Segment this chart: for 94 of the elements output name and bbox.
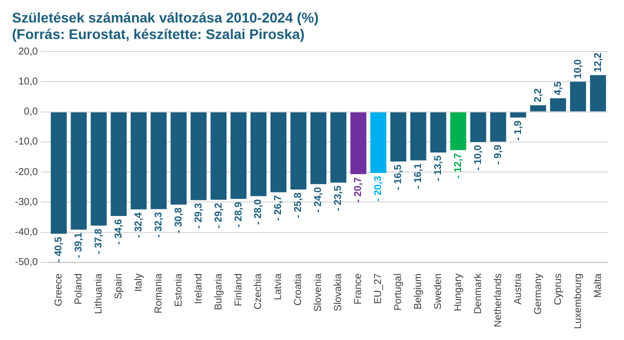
data-label: - 20,7 bbox=[353, 176, 364, 203]
chart-title: Születések számának változása 2010-2024 (%) bbox=[12, 9, 319, 26]
x-tick-label: Bulgaria bbox=[213, 272, 224, 310]
x-tick-label: Denmark bbox=[472, 272, 484, 314]
x-tick-label: Germany bbox=[532, 273, 544, 315]
bar bbox=[230, 112, 247, 199]
bar bbox=[290, 112, 306, 190]
y-tick-label: -40,0 bbox=[14, 227, 38, 238]
x-tick-label: EU_27 bbox=[373, 272, 384, 304]
data-label: - 29,2 bbox=[213, 202, 224, 228]
data-label: 2,2 bbox=[532, 88, 544, 102]
bar bbox=[350, 112, 366, 174]
bar bbox=[70, 112, 87, 230]
bar bbox=[370, 112, 386, 173]
y-tick-label: -50,0 bbox=[14, 257, 38, 268]
x-tick-label: Slovenia bbox=[313, 272, 324, 312]
x-tick-label: Ireland bbox=[193, 273, 204, 304]
x-tick-label: Greece bbox=[54, 272, 65, 306]
x-tick-label: Malta bbox=[592, 272, 604, 298]
bar bbox=[390, 112, 406, 162]
bar bbox=[250, 112, 266, 196]
y-tick-label: -20,0 bbox=[14, 166, 38, 178]
x-tick-label: Sweden bbox=[432, 273, 444, 310]
chart-subtitle: (Forrás: Eurostat, készítette: Szalai Piroska) bbox=[12, 26, 305, 42]
x-tick-label: Cyprus bbox=[552, 273, 564, 306]
bar bbox=[470, 112, 486, 142]
bar bbox=[170, 112, 187, 205]
x-tick-label: Czechia bbox=[253, 272, 264, 310]
bar bbox=[550, 98, 566, 112]
data-label: - 1,9 bbox=[512, 120, 524, 141]
x-tick-label: Spain bbox=[113, 273, 124, 299]
bar bbox=[410, 112, 426, 160]
x-tick-label: Slovakia bbox=[333, 272, 344, 312]
x-tick-label: Lithuania bbox=[93, 272, 104, 314]
y-tick-label: 0,0 bbox=[24, 106, 38, 118]
data-label: - 39,1 bbox=[74, 232, 84, 258]
data-label: 4,5 bbox=[552, 80, 564, 96]
data-label: - 23,5 bbox=[333, 185, 344, 212]
x-tick-label: Croatia bbox=[293, 272, 304, 306]
data-label: - 10,0 bbox=[472, 144, 484, 171]
bar bbox=[110, 112, 127, 216]
data-label: - 12,7 bbox=[452, 152, 464, 179]
data-label: - 13,5 bbox=[432, 155, 444, 182]
x-tick-label: Netherlands bbox=[492, 273, 504, 328]
data-label: - 20,3 bbox=[373, 176, 384, 202]
x-tick-label: Italy bbox=[133, 273, 144, 292]
data-label: - 26,7 bbox=[273, 194, 284, 221]
data-label: - 16,1 bbox=[413, 162, 424, 189]
bar bbox=[530, 105, 546, 112]
bar bbox=[310, 112, 326, 184]
x-tick-label: Luxembourg bbox=[572, 273, 584, 330]
data-label: - 40,5 bbox=[54, 236, 65, 262]
x-tick-label: Finland bbox=[233, 273, 244, 306]
x-tick-label: Poland bbox=[74, 273, 84, 305]
data-label: - 28,0 bbox=[253, 198, 264, 225]
data-label: - 16,5 bbox=[393, 164, 404, 190]
data-label: - 24,0 bbox=[313, 186, 324, 213]
bar bbox=[510, 112, 526, 118]
x-tick-label: Austria bbox=[512, 272, 524, 305]
bar bbox=[270, 112, 286, 192]
data-label: - 32,4 bbox=[133, 212, 144, 238]
bar bbox=[50, 112, 67, 234]
x-tick-label: Hungary bbox=[452, 273, 464, 312]
x-tick-label: Estonia bbox=[173, 272, 184, 307]
bar bbox=[210, 112, 227, 200]
data-label: - 28,9 bbox=[233, 201, 244, 228]
x-tick-label: Latvia bbox=[273, 272, 284, 300]
bar bbox=[90, 112, 107, 226]
bar bbox=[130, 112, 147, 210]
x-tick-label: Belgium bbox=[413, 273, 424, 310]
data-label: - 29,3 bbox=[193, 202, 204, 229]
bar bbox=[150, 112, 167, 210]
x-tick-label: France bbox=[353, 272, 364, 305]
bar bbox=[190, 112, 207, 200]
data-label: - 9,9 bbox=[492, 144, 504, 165]
data-label: - 30,8 bbox=[173, 207, 184, 234]
bar bbox=[330, 112, 346, 183]
y-tick-label: 10,0 bbox=[18, 76, 38, 88]
y-tick-label: 20,0 bbox=[18, 46, 38, 58]
y-tick-label: -10,0 bbox=[14, 136, 38, 148]
bar bbox=[590, 75, 606, 112]
y-tick-label: -30,0 bbox=[14, 196, 38, 208]
bar bbox=[570, 82, 586, 112]
bar bbox=[430, 112, 446, 152]
x-tick-label: Romania bbox=[153, 272, 164, 314]
data-label: - 25,8 bbox=[293, 192, 304, 218]
bar bbox=[450, 112, 466, 150]
data-label: - 37,8 bbox=[93, 228, 104, 254]
data-label: 10,0 bbox=[572, 58, 584, 79]
data-label: - 32,3 bbox=[153, 212, 164, 238]
bar bbox=[490, 112, 506, 142]
data-label: 12,2 bbox=[592, 52, 604, 72]
x-tick-label: Portugal bbox=[393, 273, 404, 311]
data-label: - 34,6 bbox=[113, 218, 124, 245]
